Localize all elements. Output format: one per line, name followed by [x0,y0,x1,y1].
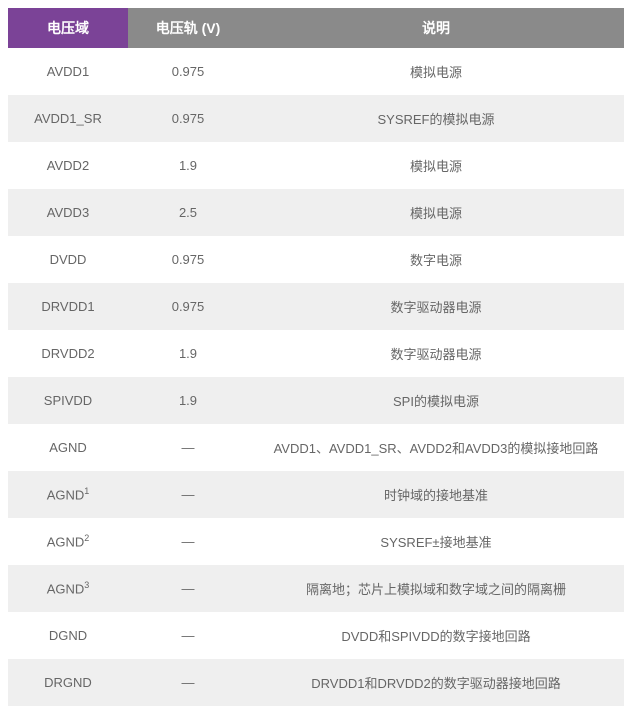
col-header-rail: 电压轨 (V) [128,8,248,48]
cell-desc: 模拟电源 [248,48,624,95]
cell-desc: 数字驱动器电源 [248,283,624,330]
domain-superscript: 2 [84,533,89,543]
table-row: AGND3—隔离地；芯片上模拟域和数字域之间的隔离栅 [8,565,624,612]
cell-desc: 时钟域的接地基准 [248,471,624,518]
cell-rail: — [128,659,248,706]
cell-rail: — [128,518,248,565]
domain-superscript: 3 [84,580,89,590]
table-row: AGND1—时钟域的接地基准 [8,471,624,518]
cell-desc: AVDD1、AVDD1_SR、AVDD2和AVDD3的模拟接地回路 [248,424,624,471]
cell-domain: SPIVDD [8,377,128,424]
table-row: DRVDD10.975数字驱动器电源 [8,283,624,330]
table-header-row: 电压域 电压轨 (V) 说明 [8,8,624,48]
cell-domain: AVDD3 [8,189,128,236]
cell-rail: 1.9 [128,377,248,424]
cell-rail: 0.975 [128,95,248,142]
cell-desc: SPI的模拟电源 [248,377,624,424]
cell-domain: AGND2 [8,518,128,565]
cell-rail: — [128,565,248,612]
cell-domain: AVDD2 [8,142,128,189]
table-row: AVDD10.975模拟电源 [8,48,624,95]
table-row: AVDD21.9模拟电源 [8,142,624,189]
cell-domain: DGND [8,612,128,659]
cell-rail: 2.5 [128,189,248,236]
cell-rail: — [128,612,248,659]
cell-desc: 模拟电源 [248,189,624,236]
cell-rail: 0.975 [128,236,248,283]
col-header-domain: 电压域 [8,8,128,48]
table-body: AVDD10.975模拟电源AVDD1_SR0.975SYSREF的模拟电源AV… [8,48,624,706]
table-row: DRGND—DRVDD1和DRVDD2的数字驱动器接地回路 [8,659,624,706]
table-row: AVDD1_SR0.975SYSREF的模拟电源 [8,95,624,142]
table-row: DRVDD21.9数字驱动器电源 [8,330,624,377]
cell-domain: AVDD1 [8,48,128,95]
cell-domain: DVDD [8,236,128,283]
cell-desc: SYSREF的模拟电源 [248,95,624,142]
cell-domain: AGND [8,424,128,471]
domain-superscript: 1 [84,486,89,496]
cell-rail: 0.975 [128,283,248,330]
table-row: AVDD32.5模拟电源 [8,189,624,236]
cell-domain: DRGND [8,659,128,706]
cell-desc: SYSREF±接地基准 [248,518,624,565]
cell-domain: AGND1 [8,471,128,518]
cell-rail: — [128,424,248,471]
cell-desc: DVDD和SPIVDD的数字接地回路 [248,612,624,659]
table-row: DVDD0.975数字电源 [8,236,624,283]
cell-domain: DRVDD1 [8,283,128,330]
cell-desc: 数字电源 [248,236,624,283]
table-row: AGND2—SYSREF±接地基准 [8,518,624,565]
cell-domain: AVDD1_SR [8,95,128,142]
voltage-domain-table: 电压域 电压轨 (V) 说明 AVDD10.975模拟电源AVDD1_SR0.9… [8,8,624,706]
cell-domain: DRVDD2 [8,330,128,377]
cell-rail: 1.9 [128,142,248,189]
cell-rail: 0.975 [128,48,248,95]
cell-desc: 隔离地；芯片上模拟域和数字域之间的隔离栅 [248,565,624,612]
table-row: DGND—DVDD和SPIVDD的数字接地回路 [8,612,624,659]
col-header-desc: 说明 [248,8,624,48]
table-row: AGND—AVDD1、AVDD1_SR、AVDD2和AVDD3的模拟接地回路 [8,424,624,471]
cell-desc: 数字驱动器电源 [248,330,624,377]
cell-desc: 模拟电源 [248,142,624,189]
cell-desc: DRVDD1和DRVDD2的数字驱动器接地回路 [248,659,624,706]
cell-domain: AGND3 [8,565,128,612]
table-row: SPIVDD1.9SPI的模拟电源 [8,377,624,424]
cell-rail: 1.9 [128,330,248,377]
cell-rail: — [128,471,248,518]
